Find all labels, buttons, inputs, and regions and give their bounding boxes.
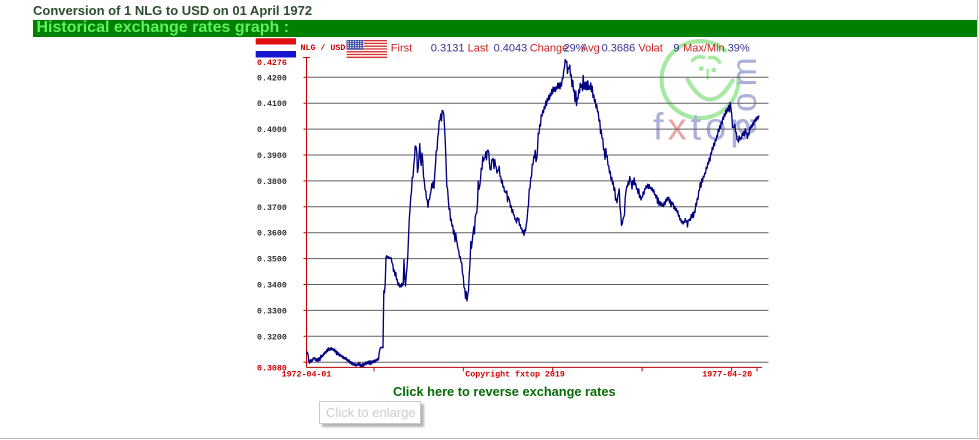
svg-text:First: First — [391, 43, 412, 55]
svg-text:0.3200: 0.3200 — [257, 333, 287, 342]
svg-text:0.4100: 0.4100 — [257, 100, 287, 109]
svg-text:39%: 39% — [728, 43, 750, 55]
svg-text:1977-04-20: 1977-04-20 — [702, 371, 752, 380]
svg-text:0.3600: 0.3600 — [257, 230, 287, 239]
svg-text:1972-04-01: 1972-04-01 — [282, 371, 332, 380]
svg-text:0.4000: 0.4000 — [257, 126, 287, 135]
svg-text:9: 9 — [673, 43, 679, 55]
svg-text:Volat: Volat — [638, 43, 662, 55]
svg-text:0.3700: 0.3700 — [257, 204, 287, 213]
svg-text:Max/Min: Max/Min — [683, 43, 725, 55]
svg-text:0.3500: 0.3500 — [257, 256, 287, 265]
svg-text:0.3131: 0.3131 — [431, 43, 465, 55]
svg-text:Copyright fxtop 2019: Copyright fxtop 2019 — [465, 370, 565, 380]
svg-text:0.3686: 0.3686 — [602, 43, 636, 55]
svg-text:Avg: Avg — [581, 43, 600, 55]
svg-text:Last: Last — [468, 43, 489, 55]
svg-text:0.3080: 0.3080 — [257, 364, 287, 373]
svg-text:0.4200: 0.4200 — [257, 74, 287, 83]
svg-text:Change: Change — [530, 43, 569, 55]
svg-text:0.3800: 0.3800 — [257, 178, 287, 187]
svg-text:0.3400: 0.3400 — [257, 282, 287, 291]
svg-text:NLG / USD: NLG / USD — [301, 43, 346, 53]
svg-text:com: com — [725, 51, 764, 135]
svg-text:29%: 29% — [564, 43, 586, 55]
svg-text:0.3300: 0.3300 — [257, 307, 287, 316]
svg-text:0.3900: 0.3900 — [257, 152, 287, 161]
svg-text:0.4043: 0.4043 — [494, 43, 528, 55]
svg-text:0.4276: 0.4276 — [257, 59, 287, 68]
